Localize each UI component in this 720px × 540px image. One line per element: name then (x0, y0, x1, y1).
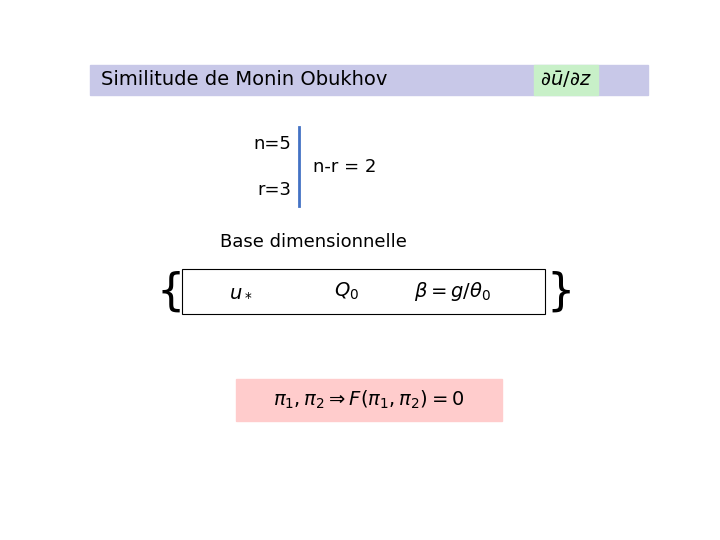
Text: $u_*$: $u_*$ (229, 282, 252, 301)
FancyBboxPatch shape (90, 65, 648, 94)
FancyBboxPatch shape (236, 379, 502, 421)
Text: $\pi_1, \pi_2 \Rightarrow F\left(\pi_1, \pi_2\right)=0$: $\pi_1, \pi_2 \Rightarrow F\left(\pi_1, … (274, 388, 464, 410)
Text: $\partial\bar{u}/\partial z$: $\partial\bar{u}/\partial z$ (540, 69, 592, 90)
Text: $Q_0$: $Q_0$ (334, 281, 359, 302)
Text: $\beta = g/\theta_0$: $\beta = g/\theta_0$ (414, 280, 491, 303)
Text: r=3: r=3 (257, 180, 291, 199)
FancyBboxPatch shape (534, 65, 598, 94)
Text: n=5: n=5 (253, 135, 291, 153)
Text: Similitude de Monin Obukhov: Similitude de Monin Obukhov (101, 70, 387, 89)
Text: n-r = 2: n-r = 2 (313, 158, 377, 176)
Text: $\{$: $\{$ (156, 269, 181, 314)
Text: Base dimensionnelle: Base dimensionnelle (220, 233, 407, 251)
Text: $\}$: $\}$ (546, 269, 571, 314)
